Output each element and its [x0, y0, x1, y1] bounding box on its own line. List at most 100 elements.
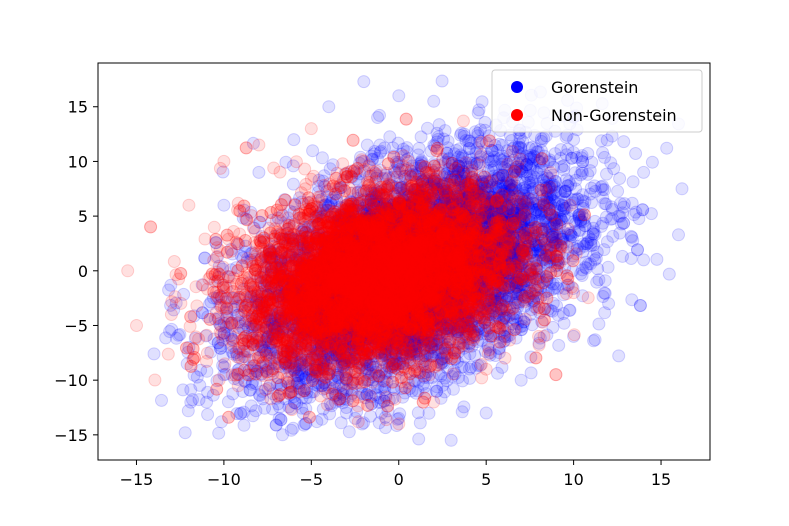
scatter-point: [574, 168, 587, 182]
scatter-point: [435, 74, 449, 88]
scatter-point: [388, 336, 402, 350]
scatter-point: [587, 225, 600, 239]
scatter-point: [374, 345, 388, 359]
scatter-point: [501, 223, 515, 237]
scatter-point: [280, 375, 294, 389]
scatter-point: [375, 406, 389, 420]
scatter-point: [397, 201, 411, 215]
scatter-point: [527, 149, 541, 163]
scatter-point: [413, 271, 427, 285]
scatter-point: [361, 203, 374, 217]
scatter-point: [558, 226, 571, 240]
scatter-point: [446, 295, 460, 309]
scatter-point: [367, 252, 381, 265]
scatter-point: [613, 172, 627, 185]
scatter-point: [409, 278, 423, 292]
scatter-point: [385, 247, 399, 261]
scatter-point: [337, 286, 351, 299]
scatter-point: [308, 363, 322, 377]
scatter-point: [358, 339, 372, 353]
scatter-point: [439, 261, 453, 275]
scatter-point: [538, 302, 552, 316]
scatter-point: [468, 209, 482, 223]
scatter-point: [240, 344, 254, 358]
scatter-point: [600, 235, 614, 249]
scatter-point: [588, 333, 602, 347]
scatter-point: [373, 205, 387, 218]
scatter-point: [535, 222, 549, 236]
scatter-point: [221, 270, 235, 284]
scatter-point: [400, 182, 414, 196]
scatter-point: [447, 322, 461, 335]
scatter-point: [543, 222, 557, 236]
scatter-point: [441, 250, 455, 264]
scatter-point: [327, 267, 341, 281]
scatter-point: [374, 257, 388, 271]
scatter-point: [475, 177, 489, 191]
scatter-point: [478, 123, 492, 137]
scatter-point: [417, 240, 431, 254]
scatter-point: [275, 325, 289, 339]
scatter-point: [323, 397, 337, 411]
scatter-point: [240, 255, 254, 269]
scatter-point: [415, 177, 429, 191]
scatter-point: [486, 246, 500, 260]
scatter-point: [433, 230, 446, 243]
scatter-point: [410, 242, 424, 256]
scatter-point: [413, 347, 426, 360]
scatter-point: [510, 202, 524, 216]
scatter-point: [371, 338, 385, 351]
scatter-point: [370, 252, 384, 266]
scatter-point: [402, 235, 416, 249]
scatter-point: [376, 172, 390, 185]
scatter-point: [346, 297, 359, 310]
scatter-point: [242, 353, 256, 367]
scatter-point: [237, 418, 251, 432]
scatter-point: [457, 221, 471, 235]
scatter-point: [406, 212, 420, 226]
scatter-point: [660, 141, 674, 155]
scatter-point: [400, 222, 414, 236]
scatter-point: [355, 155, 369, 169]
scatter-point: [422, 249, 436, 262]
scatter-point: [344, 246, 357, 260]
scatter-point: [474, 303, 488, 316]
scatter-point: [304, 323, 318, 337]
scatter-point: [523, 150, 537, 164]
scatter-point: [427, 243, 441, 257]
scatter-point: [245, 335, 259, 349]
scatter-point: [369, 246, 383, 260]
scatter-point: [309, 219, 323, 233]
scatter-point: [397, 291, 411, 305]
scatter-point: [498, 323, 512, 337]
scatter-point: [552, 338, 566, 352]
scatter-point: [645, 155, 659, 169]
scatter-point: [494, 214, 508, 228]
scatter-point: [478, 252, 492, 265]
scatter-point: [346, 296, 359, 310]
scatter-point: [338, 310, 352, 324]
scatter-point: [412, 324, 426, 338]
scatter-point: [358, 248, 372, 262]
scatter-point: [446, 318, 460, 332]
scatter-point: [340, 315, 353, 329]
scatter-point: [405, 340, 419, 354]
scatter-point: [471, 309, 485, 323]
scatter-point: [389, 226, 403, 239]
scatter-point: [393, 269, 407, 283]
scatter-point: [408, 374, 422, 388]
scatter-point: [470, 283, 484, 297]
scatter-point: [456, 250, 470, 264]
scatter-point: [434, 212, 448, 226]
scatter-point: [253, 389, 267, 403]
scatter-point: [505, 213, 519, 227]
scatter-point: [485, 209, 499, 223]
series-gorenstein: [147, 74, 689, 447]
scatter-point: [625, 230, 639, 244]
scatter-point: [396, 330, 409, 343]
scatter-point: [506, 167, 519, 181]
scatter-point: [443, 298, 457, 312]
scatter-point: [231, 363, 245, 377]
scatter-point: [315, 302, 329, 316]
